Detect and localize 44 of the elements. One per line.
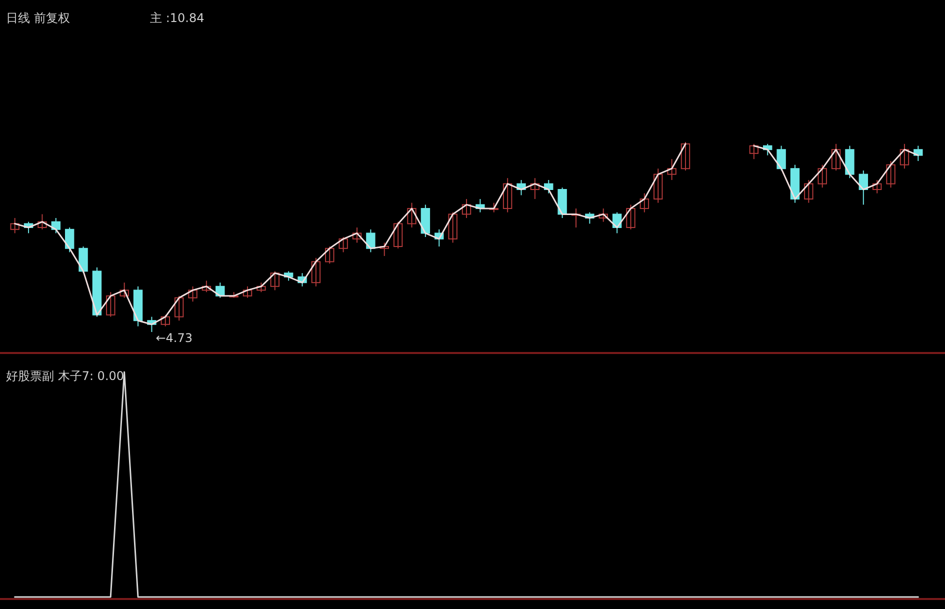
candlestick [626,204,636,230]
candlestick [270,270,280,291]
annotation: ←4.73 [156,331,192,345]
candlestick [202,280,212,293]
candlestick [654,168,663,204]
candlestick [325,246,334,264]
candlestick [886,160,896,188]
candlestick [680,142,690,171]
candlestick [640,192,650,213]
candlestick [352,227,362,244]
candlestick [256,282,266,293]
text: 主 :10.84 [150,11,204,25]
chart-title: 好股票副 木子7: 0.00 [6,369,124,383]
candlestick [242,286,252,298]
candlestick [366,228,376,253]
candlestick [106,292,116,318]
candlestick [872,180,882,194]
candlestick [188,286,198,302]
candlestick [38,214,47,230]
candlestick [462,198,472,218]
candlestick [749,143,759,160]
candlestick [530,178,540,200]
candlestick [393,221,403,249]
candlestick [311,257,321,287]
candlestick [831,143,841,171]
candlestick [174,295,184,322]
candlestick [64,227,74,253]
candlestick [448,212,458,244]
candlestick [338,236,348,253]
candlestick [804,180,814,204]
candlestick [407,202,416,228]
candlestick [160,314,170,327]
candlestick [914,145,923,162]
candlestick [502,178,512,213]
candlestick [10,218,20,234]
candlestick [900,143,910,170]
candlestick [120,282,129,298]
candlestick [571,208,581,228]
candlestick [667,158,676,180]
candlestick [489,202,498,213]
candlestick [598,208,608,222]
candlestick [380,242,389,256]
candlestick [818,164,827,188]
chart-title: 日线 前复权 [6,11,70,25]
